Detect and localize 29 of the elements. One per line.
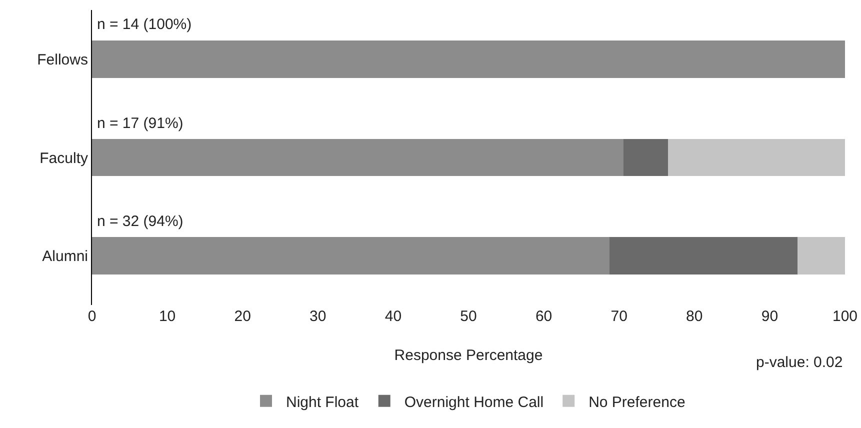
bar [668, 138, 845, 176]
bar [624, 138, 668, 176]
bar [92, 40, 845, 78]
x-tick-label: 60 [535, 308, 552, 325]
x-tick-label: 100 [832, 308, 858, 325]
x-tick-label: 20 [234, 308, 251, 325]
x-tick-label: 30 [310, 308, 326, 325]
text: p-value: 0.02 [756, 354, 843, 371]
x-tick-label: 80 [686, 308, 703, 325]
annotation: n = 14 (100%) [97, 16, 192, 33]
annotation: n = 32 (94%) [97, 213, 184, 230]
bar [609, 237, 798, 275]
annotation: n = 17 (91%) [97, 115, 184, 132]
legend-label: Night Float [286, 394, 360, 411]
y-tick-label: Alumni [42, 248, 88, 266]
x-tick-label: 0 [88, 308, 96, 325]
bar [798, 237, 845, 275]
x-axis-title: Response Percentage [394, 347, 543, 364]
legend-label: Overnight Home Call [404, 394, 544, 411]
y-tick-label: Fellows [37, 51, 88, 68]
x-tick-label: 70 [610, 308, 628, 325]
x-tick-label: 90 [761, 308, 778, 325]
bar [92, 138, 624, 176]
x-tick-label: 40 [384, 308, 402, 325]
legend-label: No Preference [588, 394, 686, 411]
x-tick-label: 10 [158, 308, 176, 325]
y-tick-label: Faculty [40, 150, 88, 167]
x-tick-label: 50 [460, 308, 477, 325]
bar [92, 237, 610, 275]
